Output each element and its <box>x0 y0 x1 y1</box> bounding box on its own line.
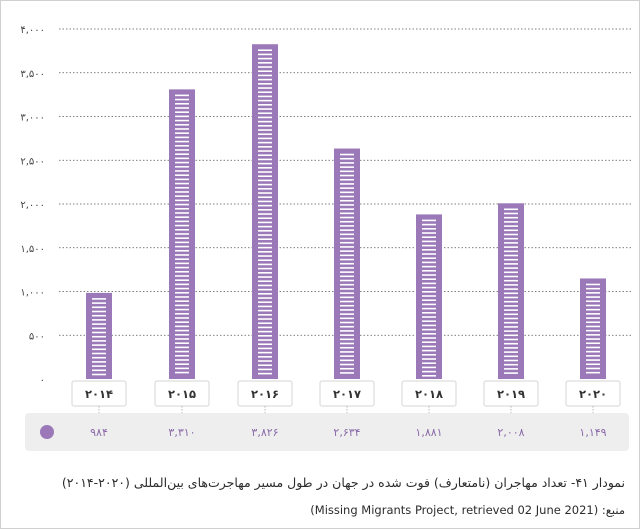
x-label-3: ۲۰۱۶ <box>237 380 293 417</box>
data-label: ۹۸۴ <box>90 426 108 439</box>
y-tick-label: ۱,۰۰۰ <box>20 288 45 299</box>
data-label: ۱,۸۸۱ <box>415 426 442 439</box>
bar-2 <box>169 89 195 379</box>
y-tick-label: ۵۰۰ <box>29 331 45 342</box>
x-tick-label: ۲۰۲۰ <box>579 387 607 401</box>
y-tick-label: ۲,۰۰۰ <box>20 200 45 211</box>
x-label-5: ۲۰۱۸ <box>401 380 457 417</box>
value-row-background <box>25 413 629 451</box>
bar <box>252 44 278 379</box>
x-tick-label: ۲۰۱۶ <box>251 387 279 401</box>
x-label-7: ۲۰۲۰ <box>565 380 621 417</box>
chart-title: نمودار ۴۱- تعداد مهاجران (نامتعارف) فوت … <box>61 475 625 490</box>
data-label: ۲,۰۰۸ <box>497 426 524 439</box>
data-label: ۳,۸۲۶ <box>251 426 278 439</box>
legend-marker <box>40 425 54 439</box>
x-tick-label: ۲۰۱۹ <box>497 387 525 401</box>
data-label: ۲,۶۳۴ <box>333 426 360 439</box>
value-row: ۹۸۴ ۳,۳۱۰ ۳,۸۲۶ ۲,۶۳۴ ۱,۸۸۱ ۲,۰۰۸ ۱,۱۴۹ <box>25 413 629 451</box>
y-tick-label: ۴,۰۰۰ <box>20 25 45 36</box>
chart-source: منبع: (Missing Migrants Project, retriev… <box>310 503 625 517</box>
x-tick-label: ۲۰۱۴ <box>85 387 113 401</box>
y-tick-label: ۰ <box>40 375 45 386</box>
bar <box>498 203 524 379</box>
bar-7 <box>580 278 606 379</box>
x-tick-label: ۲۰۱۵ <box>168 387 196 401</box>
bars <box>86 44 606 379</box>
bar <box>580 278 606 379</box>
y-axis-ticks: ۰ ۵۰۰ ۱,۰۰۰ ۱,۵۰۰ ۲,۰۰۰ ۲,۵۰۰ ۳,۰۰۰ ۳,۵۰۰ ۴,۰۰۰ <box>20 25 45 386</box>
x-label-1: ۲۰۱۴ <box>71 380 127 417</box>
bar-6 <box>498 203 524 379</box>
bar-chart: ۰۵۰۰۱,۰۰۰۱,۵۰۰۲,۰۰۰۲,۵۰۰۳,۰۰۰۳,۵۰۰۴,۰۰۰ … <box>20 25 633 451</box>
y-tick-label: ۲,۵۰۰ <box>20 156 45 167</box>
x-axis-labels: ۲۰۱۴ ۲۰۱۵ ۲۰۱۶ ۲۰۱۷ ۲۰۱۸ ۲۰۱۹ ۲۰۲۰ <box>71 380 621 417</box>
y-tick-label: ۳,۰۰۰ <box>20 113 45 124</box>
x-label-4: ۲۰۱۷ <box>319 380 375 417</box>
x-label-6: ۲۰۱۹ <box>483 380 539 417</box>
bar-1 <box>86 292 112 379</box>
data-label: ۳,۳۱۰ <box>168 426 195 439</box>
data-label: ۱,۱۴۹ <box>579 426 606 439</box>
bar-5 <box>416 214 442 379</box>
bar-4 <box>334 148 360 379</box>
y-tick-label: ۱,۵۰۰ <box>20 244 45 255</box>
x-label-2: ۲۰۱۵ <box>154 380 210 417</box>
bar-3 <box>252 44 278 379</box>
x-tick-label: ۲۰۱۷ <box>333 387 361 401</box>
y-tick-label: ۳,۵۰۰ <box>20 69 45 80</box>
x-tick-label: ۲۰۱۸ <box>415 387 443 401</box>
